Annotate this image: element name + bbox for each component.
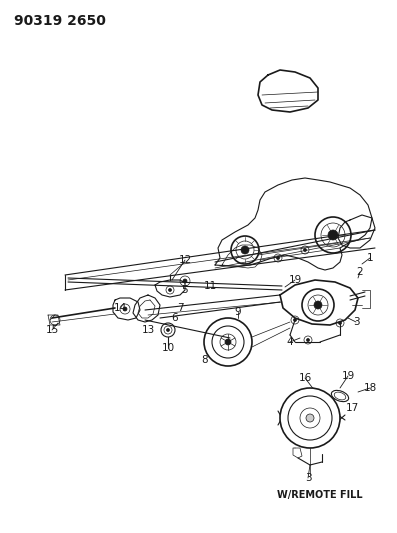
Circle shape (303, 248, 306, 252)
Circle shape (306, 414, 314, 422)
Text: 10: 10 (162, 343, 175, 353)
Circle shape (123, 307, 127, 311)
Text: 16: 16 (299, 373, 312, 383)
Circle shape (314, 301, 322, 309)
Ellipse shape (331, 390, 349, 402)
Text: 7: 7 (177, 303, 183, 313)
Circle shape (280, 388, 340, 448)
Text: 1: 1 (367, 253, 373, 263)
Text: W/REMOTE FILL: W/REMOTE FILL (277, 490, 363, 500)
Circle shape (166, 328, 170, 332)
Text: 90319 2650: 90319 2650 (14, 14, 106, 28)
Text: 11: 11 (203, 281, 217, 291)
Text: 13: 13 (141, 325, 154, 335)
Text: 17: 17 (345, 403, 358, 413)
Text: 9: 9 (235, 307, 241, 317)
Circle shape (328, 230, 338, 240)
Circle shape (168, 288, 172, 292)
Text: 18: 18 (363, 383, 377, 393)
Text: 14: 14 (114, 303, 127, 313)
Circle shape (306, 338, 310, 342)
Circle shape (293, 319, 297, 321)
Text: 2: 2 (357, 267, 363, 277)
Text: 12: 12 (178, 255, 192, 265)
Circle shape (225, 339, 231, 345)
Circle shape (241, 246, 249, 254)
Text: 19: 19 (288, 275, 302, 285)
Text: 19: 19 (341, 371, 355, 381)
Text: 15: 15 (45, 325, 59, 335)
Text: 3: 3 (353, 317, 359, 327)
Text: 5: 5 (182, 285, 188, 295)
Text: 6: 6 (172, 313, 178, 323)
Circle shape (183, 279, 187, 283)
Text: 8: 8 (202, 355, 208, 365)
Text: 3: 3 (304, 473, 311, 483)
Circle shape (276, 256, 279, 260)
Circle shape (339, 321, 341, 325)
Text: 4: 4 (287, 337, 293, 347)
